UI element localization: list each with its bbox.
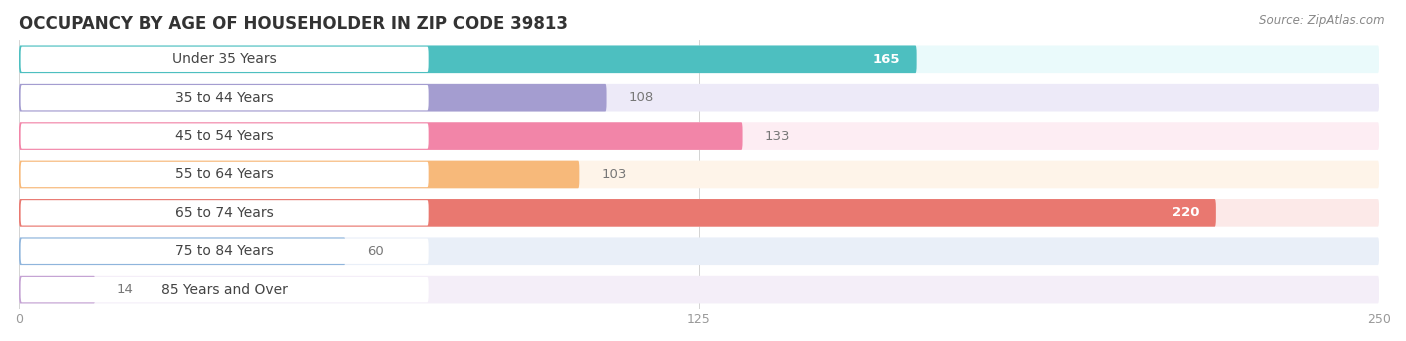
- FancyBboxPatch shape: [20, 237, 1379, 265]
- FancyBboxPatch shape: [21, 200, 429, 225]
- Text: 45 to 54 Years: 45 to 54 Years: [176, 129, 274, 143]
- FancyBboxPatch shape: [20, 237, 346, 265]
- Text: 14: 14: [117, 283, 134, 296]
- FancyBboxPatch shape: [20, 45, 1379, 73]
- Text: 65 to 74 Years: 65 to 74 Years: [176, 206, 274, 220]
- FancyBboxPatch shape: [20, 84, 606, 112]
- FancyBboxPatch shape: [20, 276, 96, 303]
- Text: 103: 103: [602, 168, 627, 181]
- FancyBboxPatch shape: [20, 45, 917, 73]
- FancyBboxPatch shape: [20, 122, 1379, 150]
- FancyBboxPatch shape: [21, 239, 429, 264]
- Text: Under 35 Years: Under 35 Years: [173, 52, 277, 66]
- Text: 60: 60: [367, 245, 384, 258]
- Text: 108: 108: [628, 91, 654, 104]
- FancyBboxPatch shape: [21, 277, 429, 302]
- FancyBboxPatch shape: [20, 199, 1379, 227]
- Text: 75 to 84 Years: 75 to 84 Years: [176, 244, 274, 258]
- FancyBboxPatch shape: [20, 84, 1379, 112]
- FancyBboxPatch shape: [20, 161, 579, 188]
- Text: 55 to 64 Years: 55 to 64 Years: [176, 167, 274, 181]
- Text: 133: 133: [765, 130, 790, 143]
- Text: OCCUPANCY BY AGE OF HOUSEHOLDER IN ZIP CODE 39813: OCCUPANCY BY AGE OF HOUSEHOLDER IN ZIP C…: [20, 15, 568, 33]
- FancyBboxPatch shape: [20, 199, 1216, 227]
- FancyBboxPatch shape: [20, 122, 742, 150]
- Text: 35 to 44 Years: 35 to 44 Years: [176, 91, 274, 105]
- Text: 220: 220: [1173, 206, 1199, 219]
- Text: Source: ZipAtlas.com: Source: ZipAtlas.com: [1260, 14, 1385, 27]
- FancyBboxPatch shape: [20, 276, 1379, 303]
- FancyBboxPatch shape: [21, 85, 429, 110]
- FancyBboxPatch shape: [21, 47, 429, 72]
- FancyBboxPatch shape: [21, 162, 429, 187]
- Text: 165: 165: [873, 53, 900, 66]
- FancyBboxPatch shape: [21, 123, 429, 149]
- FancyBboxPatch shape: [20, 161, 1379, 188]
- Text: 85 Years and Over: 85 Years and Over: [162, 283, 288, 297]
